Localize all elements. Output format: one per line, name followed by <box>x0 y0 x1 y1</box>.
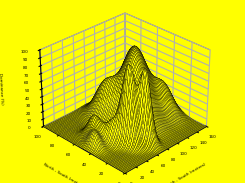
Y-axis label: North - South (metres): North - South (metres) <box>43 162 85 183</box>
X-axis label: North - South (metres): North - South (metres) <box>165 162 207 183</box>
